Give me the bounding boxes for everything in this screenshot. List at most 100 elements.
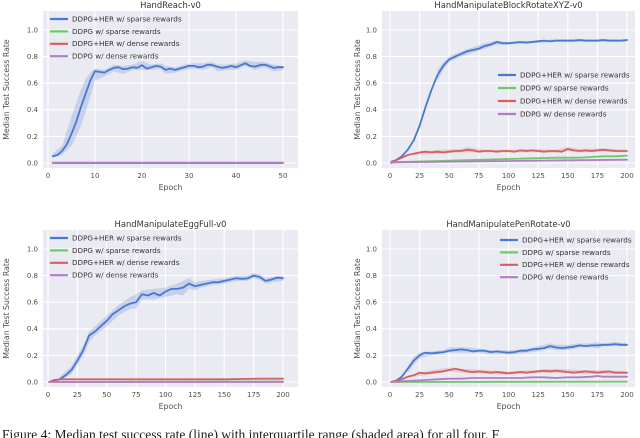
- y-tick-label: 0.2: [27, 133, 38, 141]
- plot-area: [43, 11, 298, 168]
- legend-label: DDPG+HER w/ sparse rewards: [72, 14, 182, 23]
- series-line-blue: [390, 39, 628, 163]
- figure-caption: Figure 4: Median test success rate (line…: [2, 427, 500, 438]
- legend-label: DDPG+HER w/ sparse rewards: [522, 235, 632, 244]
- x-tick-label: 50: [445, 172, 454, 180]
- y-tick-label: 0.8: [366, 272, 377, 280]
- y-tick-label: 1.0: [366, 26, 377, 34]
- legend-label: DDPG w/ dense rewards: [520, 109, 607, 118]
- x-tick-label: 200: [620, 391, 633, 399]
- x-tick-label: 100: [159, 391, 172, 399]
- x-tick-label: 100: [502, 172, 515, 180]
- y-tick-label: 1.0: [366, 245, 377, 253]
- x-tick-label: 20: [138, 172, 147, 180]
- iqr-band-blue: [59, 272, 283, 381]
- x-tick-label: 75: [474, 391, 483, 399]
- x-tick-label: 0: [46, 172, 50, 180]
- series-line-blue: [48, 274, 284, 383]
- legend-label: DDPG w/ sparse rewards: [522, 248, 611, 257]
- y-tick-label: 0.2: [27, 352, 38, 360]
- x-tick-label: 0: [388, 172, 392, 180]
- y-tick-label: 0.2: [366, 352, 377, 360]
- x-tick-label: 50: [102, 391, 111, 399]
- legend-label: DDPG w/ sparse rewards: [72, 246, 161, 255]
- legend-label: DDPG+HER w/ dense rewards: [72, 258, 180, 267]
- x-tick-label: 200: [620, 172, 633, 180]
- plot-area: [43, 230, 298, 387]
- x-tick-label: 175: [591, 391, 604, 399]
- legend-label: DDPG+HER w/ dense rewards: [522, 260, 630, 269]
- y-tick-label: 0.0: [27, 159, 38, 167]
- series-line-purple: [390, 158, 628, 164]
- x-tick-label: 200: [276, 391, 289, 399]
- chart-handreach-v0: DDPG+HER w/ sparse rewards DDPG w/ sparse…: [2, 0, 298, 192]
- series-line-blue: [390, 343, 628, 383]
- chart-title: HandManipulateEggFull-v0: [115, 219, 227, 229]
- y-axis-label: Median Test Success Rate: [353, 39, 362, 140]
- x-tick-label: 175: [591, 172, 604, 180]
- y-tick-label: 0.6: [27, 80, 39, 88]
- x-tick-label: 150: [561, 172, 574, 180]
- legend-label: DDPG+HER w/ sparse rewards: [520, 70, 630, 79]
- x-tick-label: 25: [73, 391, 82, 399]
- x-tick-label: 75: [474, 172, 483, 180]
- legend-label: DDPG+HER w/ sparse rewards: [72, 233, 182, 242]
- x-axis-label: Epoch: [159, 183, 183, 192]
- legend-label: DDPG w/ dense rewards: [72, 271, 159, 280]
- x-tick-label: 30: [185, 172, 194, 180]
- x-tick-label: 50: [279, 172, 288, 180]
- x-tick-label: 125: [188, 391, 201, 399]
- chart-handmanipulatepenrotate-v0: DDPG+HER w/ sparse rewards DDPG w/ sparse…: [353, 219, 635, 411]
- x-tick-label: 150: [561, 391, 574, 399]
- y-tick-label: 0.8: [27, 272, 38, 280]
- x-tick-label: 150: [218, 391, 231, 399]
- x-tick-label: 175: [247, 391, 260, 399]
- chart-handmanipulateeggfull-v0: DDPG+HER w/ sparse rewards DDPG w/ sparse…: [2, 219, 298, 411]
- legend-label: DDPG+HER w/ dense rewards: [72, 39, 180, 48]
- x-tick-label: 25: [415, 172, 424, 180]
- series-line-red: [48, 377, 284, 383]
- y-tick-label: 0.0: [366, 378, 377, 386]
- y-axis-label: Median Test Success Rate: [353, 258, 362, 359]
- y-tick-label: 0.0: [366, 159, 377, 167]
- y-tick-label: 0.4: [366, 325, 378, 333]
- x-tick-label: 10: [91, 172, 100, 180]
- x-tick-label: 50: [445, 391, 454, 399]
- x-tick-label: 0: [388, 391, 392, 399]
- y-tick-label: 0.4: [27, 325, 39, 333]
- legend-label: DDPG w/ sparse rewards: [72, 27, 161, 36]
- x-tick-label: 125: [531, 172, 544, 180]
- chart-title: HandReach-v0: [140, 0, 201, 10]
- x-axis-label: Epoch: [159, 402, 183, 411]
- series-line-red: [390, 367, 628, 383]
- y-tick-label: 0.8: [366, 53, 377, 61]
- x-tick-label: 125: [531, 391, 544, 399]
- legend-label: DDPG w/ sparse rewards: [520, 83, 609, 92]
- x-axis-label: Epoch: [497, 183, 521, 192]
- series-line-red: [390, 148, 628, 164]
- x-tick-label: 0: [46, 391, 50, 399]
- x-axis-label: Epoch: [497, 402, 521, 411]
- y-tick-label: 0.8: [27, 53, 38, 61]
- legend-label: DDPG w/ dense rewards: [72, 52, 159, 61]
- x-tick-label: 25: [415, 391, 424, 399]
- chart-handmanipulateblockrotatexyz-v0: DDPG+HER w/ sparse rewards DDPG w/ sparse…: [353, 0, 635, 192]
- x-tick-label: 75: [132, 391, 141, 399]
- legend-label: DDPG w/ dense rewards: [522, 273, 609, 282]
- y-tick-label: 0.2: [366, 133, 377, 141]
- y-tick-label: 0.6: [366, 299, 378, 307]
- y-tick-label: 0.6: [366, 80, 378, 88]
- y-axis-label: Median Test Success Rate: [2, 39, 11, 140]
- legend-label: DDPG+HER w/ dense rewards: [520, 96, 628, 105]
- chart-title: HandManipulatePenRotate-v0: [446, 219, 570, 229]
- chart-title: HandManipulateBlockRotateXYZ-v0: [434, 0, 582, 10]
- y-tick-label: 1.0: [27, 26, 38, 34]
- y-tick-label: 1.0: [27, 245, 38, 253]
- y-tick-label: 0.0: [27, 378, 38, 386]
- y-tick-label: 0.4: [27, 106, 39, 114]
- x-tick-label: 40: [232, 172, 241, 180]
- x-tick-label: 100: [502, 391, 515, 399]
- series-line-blue: [51, 62, 284, 158]
- y-tick-label: 0.4: [366, 106, 378, 114]
